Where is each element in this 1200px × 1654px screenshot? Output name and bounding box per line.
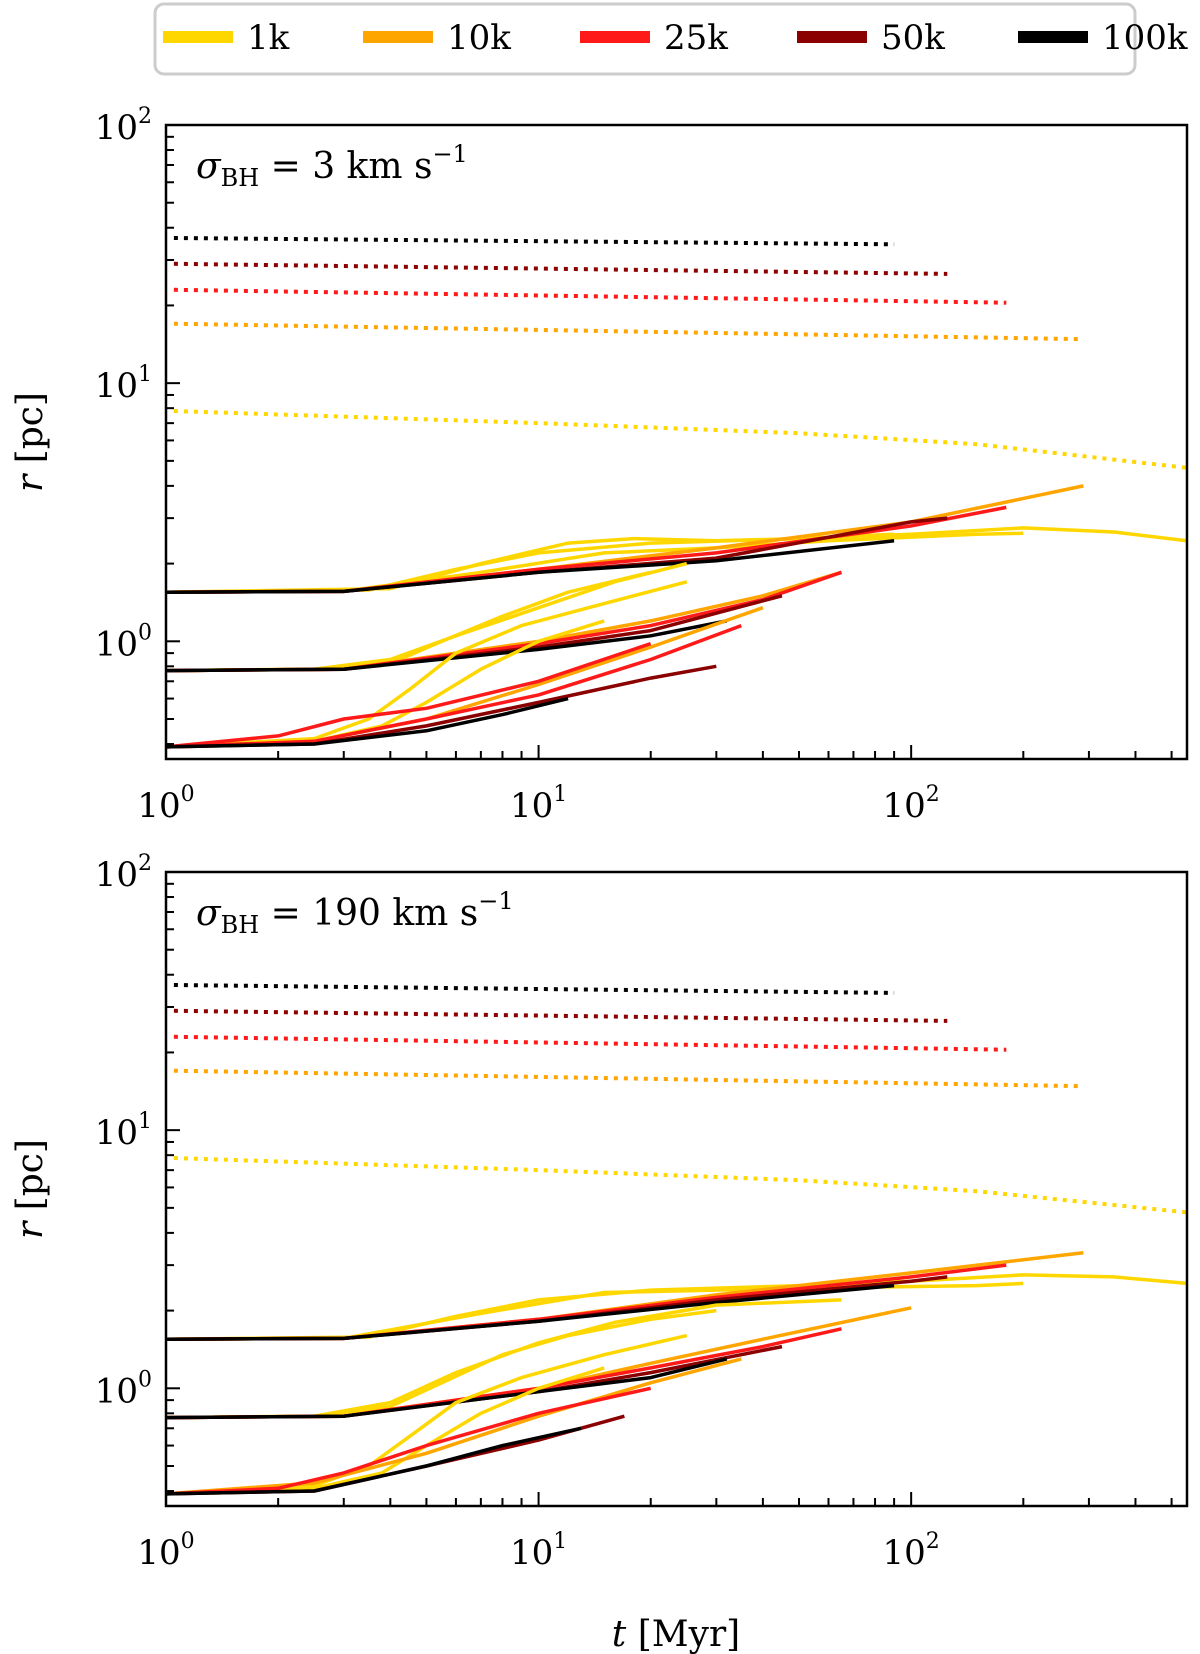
solid-series-1k <box>166 1273 1187 1341</box>
annotation-bottom: σBH = 190 km s−1 <box>196 887 514 939</box>
y-tick-label: 100 <box>95 1367 152 1411</box>
dotted-series-1k <box>173 1156 1187 1215</box>
solid-series-25k <box>166 1386 652 1496</box>
solid-series-100k <box>166 619 728 673</box>
dotted-series-10k <box>173 321 1084 342</box>
solid-series-100k <box>166 1426 582 1496</box>
x-tick-label: 101 <box>510 1529 567 1573</box>
dotted-series-25k <box>173 1034 1007 1052</box>
solid-series-1k <box>166 580 688 749</box>
ylabel-unit: [pc] <box>10 392 51 475</box>
solid-series-50k <box>166 516 948 594</box>
x-tick-label: 100 <box>137 1529 194 1573</box>
y-tick-label: 102 <box>95 851 152 895</box>
x-tick-label: 102 <box>883 1529 940 1573</box>
x-tick-label: 101 <box>510 782 567 826</box>
solid-series-25k <box>166 570 843 673</box>
solid-series-100k <box>166 539 895 594</box>
solid-series-1k <box>166 526 1187 594</box>
legend-label-10k: 10k <box>447 18 511 58</box>
dotted-series-50k <box>173 261 948 276</box>
y-tick-label: 100 <box>95 620 152 664</box>
solid-series-10k <box>166 1306 912 1420</box>
x-tick-label: 102 <box>883 782 940 826</box>
annotation-top: σBH = 3 km s−1 <box>196 140 468 192</box>
legend-label-50k: 50k <box>881 18 945 58</box>
sigma-annotation: σBH = 3 km s−1 <box>196 140 468 192</box>
solid-series-50k <box>166 664 717 749</box>
solid-series-100k <box>166 696 569 749</box>
sigma-annotation: σBH = 190 km s−1 <box>196 887 514 939</box>
y-axis-label-bottom: r [pc] <box>10 1139 51 1239</box>
svg-text:r [pc]: r [pc] <box>10 1139 51 1239</box>
solid-series-50k <box>166 1344 783 1420</box>
panel-top: 100 101 102 100 101 102 r [pc] σBH = 3 km s−1 <box>10 104 1189 826</box>
legend-label-25k: 25k <box>664 18 728 58</box>
dotted-series-50k <box>173 1008 948 1023</box>
axes-frame-top <box>164 123 1189 761</box>
y-tick-label: 102 <box>95 104 152 148</box>
solid-series-25k <box>166 623 742 749</box>
dotted-series-10k <box>173 1068 1084 1089</box>
svg-text:t [Myr]: t [Myr] <box>612 1614 740 1654</box>
solid-series-100k <box>166 1283 895 1341</box>
solid-series-10k <box>166 570 843 673</box>
panel-bottom: 100 101 102 100 101 102 r [pc] σBH = 190 km s… <box>10 851 1189 1654</box>
dotted-series-1k <box>173 409 1187 470</box>
x-axis-label: t [Myr] <box>612 1614 740 1654</box>
dotted-series-25k <box>173 287 1007 305</box>
dotted-series-100k <box>173 236 895 247</box>
solid-series-10k <box>166 1251 1084 1341</box>
y-tick-label: 101 <box>95 1109 152 1153</box>
y-axis-label-top: r [pc] <box>10 392 51 492</box>
ylabel-var: r <box>10 473 51 492</box>
legend: 1k 10k 25k 50k 100k <box>153 2 1188 76</box>
axes-frame-bottom <box>164 870 1189 1508</box>
solid-series-1k <box>166 1333 688 1496</box>
svg-text:r [pc]: r [pc] <box>10 392 51 492</box>
y-tick-label: 101 <box>95 362 152 406</box>
solid-series-25k <box>166 641 652 749</box>
x-tick-label: 100 <box>137 782 194 826</box>
solid-series-1k <box>166 570 652 673</box>
legend-label-1k: 1k <box>247 18 290 58</box>
solid-series-100k <box>166 1357 728 1420</box>
dotted-series-100k <box>173 983 895 995</box>
legend-label-100k: 100k <box>1102 18 1188 58</box>
